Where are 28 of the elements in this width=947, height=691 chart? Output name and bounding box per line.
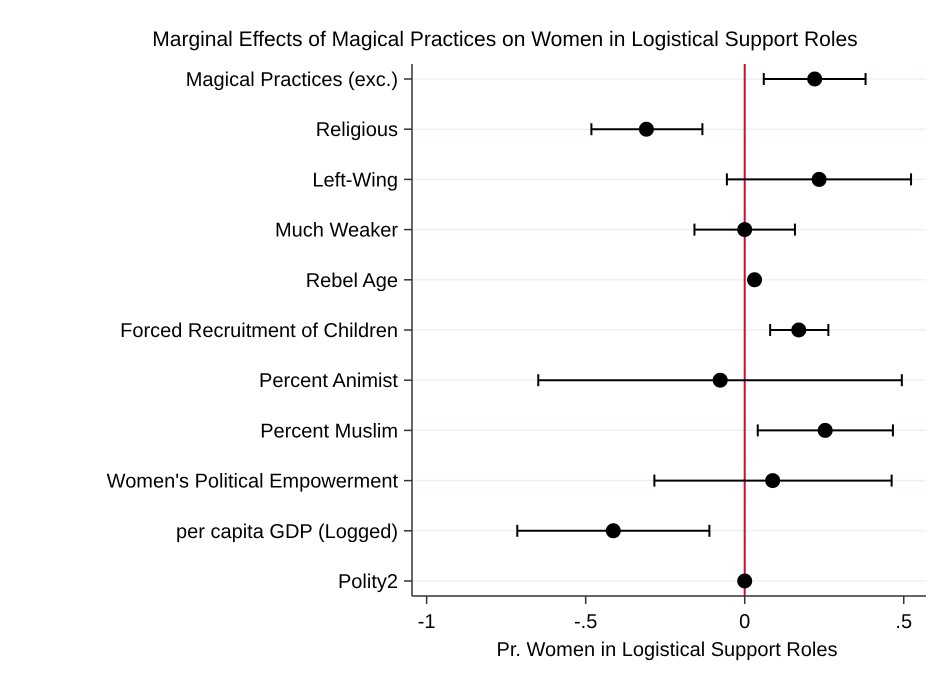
y-tick-label: Polity2 — [338, 571, 398, 593]
y-tick-label: Magical Practices (exc.) — [186, 69, 398, 91]
y-tick-label: Percent Muslim — [260, 420, 398, 442]
y-tick-label: Women's Political Empowerment — [106, 470, 398, 493]
x-tick-label: .5 — [895, 611, 912, 633]
point — [747, 272, 762, 288]
point — [807, 72, 822, 86]
x-tick-label: -1 — [418, 611, 436, 633]
y-tick-label: Religious — [316, 119, 398, 142]
y-tick-label: Rebel Age — [306, 270, 398, 292]
point — [812, 172, 827, 187]
chart-title: Marginal Effects of Magical Practices on Women in Logistical Support Roles — [152, 28, 858, 51]
point — [765, 473, 780, 488]
point — [737, 574, 752, 588]
x-axis-title: Pr. Women in Logistical Support Roles — [496, 639, 838, 661]
point — [791, 322, 806, 338]
point — [712, 372, 728, 388]
y-tick-label: Left-Wing — [312, 169, 398, 192]
y-tick-label: Forced Recruitment of Children — [120, 320, 398, 342]
y-tick-label: Much Weaker — [274, 220, 398, 242]
x-tick-label: 0 — [739, 611, 750, 633]
point — [606, 523, 621, 538]
y-tick-label: Percent Animist — [259, 370, 398, 392]
y-tick-label: per capita GDP (Logged) — [176, 520, 398, 543]
point — [638, 122, 654, 137]
point — [737, 222, 752, 238]
point — [818, 422, 833, 438]
x-tick-label: -.5 — [574, 611, 598, 633]
